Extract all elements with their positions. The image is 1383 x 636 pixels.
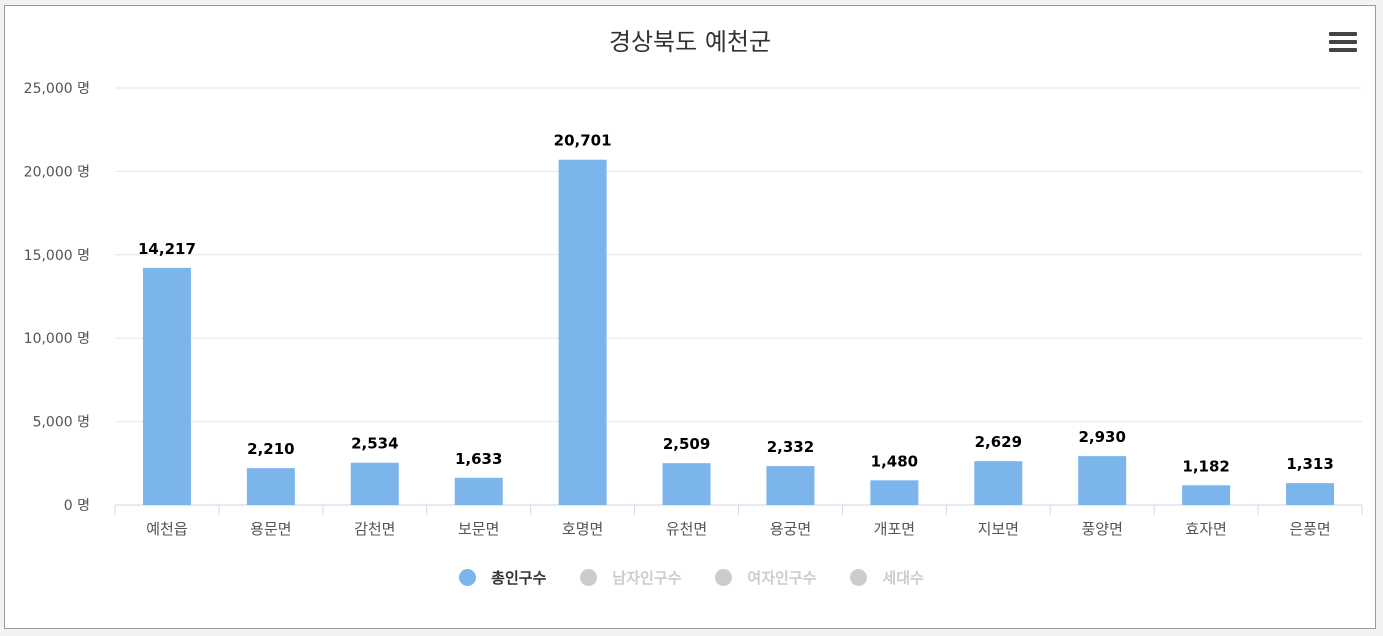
data-label: 2,210 xyxy=(247,440,294,458)
bar[interactable] xyxy=(246,468,295,505)
bar[interactable] xyxy=(1286,483,1335,505)
y-tick-label: 5,000 명 xyxy=(33,415,90,431)
data-label: 20,701 xyxy=(554,132,612,150)
x-tick-label: 호명면 xyxy=(562,520,603,538)
x-tick-label: 감천면 xyxy=(354,520,395,538)
x-tick-label: 풍양면 xyxy=(1082,520,1123,538)
x-tick-label: 용궁면 xyxy=(770,520,811,538)
legend-label: 총인구수 xyxy=(491,569,547,587)
data-label: 2,332 xyxy=(767,438,814,456)
bar[interactable] xyxy=(974,461,1023,505)
legend-label: 여자인구수 xyxy=(747,569,817,587)
y-tick-label: 10,000 명 xyxy=(24,331,90,347)
bar[interactable] xyxy=(1078,456,1127,505)
legend-label: 남자인구수 xyxy=(612,569,682,587)
data-label: 1,182 xyxy=(1182,457,1229,475)
data-label: 1,480 xyxy=(871,452,918,470)
hamburger-menu-icon[interactable] xyxy=(1329,32,1357,56)
bar[interactable] xyxy=(142,267,191,505)
legend-label: 세대수 xyxy=(882,569,924,587)
legend-marker-icon xyxy=(850,569,868,586)
legend-item[interactable]: 총인구수 xyxy=(459,567,546,588)
y-tick-label: 0 명 xyxy=(64,498,90,514)
x-tick-label: 개포면 xyxy=(874,520,915,538)
y-tick-label: 25,000 명 xyxy=(24,81,90,97)
data-label: 2,930 xyxy=(1078,428,1125,446)
legend-item[interactable]: 세대수 xyxy=(850,567,924,588)
legend-item[interactable]: 여자인구수 xyxy=(715,567,816,588)
bar[interactable] xyxy=(558,159,607,505)
data-label: 2,534 xyxy=(351,435,398,453)
x-tick-label: 효자면 xyxy=(1185,520,1226,538)
data-label: 2,509 xyxy=(663,435,710,453)
x-tick-label: 유천면 xyxy=(666,520,707,538)
x-tick-label: 용문면 xyxy=(250,520,291,538)
bar[interactable] xyxy=(350,462,399,505)
x-tick-label: 은풍면 xyxy=(1289,520,1330,538)
x-tick-label: 보문면 xyxy=(458,520,499,538)
bar[interactable] xyxy=(766,466,815,505)
x-tick-label: 지보면 xyxy=(978,520,1019,538)
bar[interactable] xyxy=(870,480,919,505)
bar[interactable] xyxy=(454,477,503,505)
chart-container: 경상북도 예천군 xyxy=(4,5,1376,629)
bar[interactable] xyxy=(1182,485,1231,505)
y-tick-label: 15,000 명 xyxy=(24,248,90,264)
chart-title: 경상북도 예천군 xyxy=(608,28,772,56)
legend-marker-icon xyxy=(580,569,598,586)
chart-legend: 총인구수 남자인구수 여자인구수 세대수 xyxy=(0,567,1383,588)
data-label: 1,313 xyxy=(1286,455,1333,473)
y-tick-label: 20,000 명 xyxy=(24,164,90,180)
bar[interactable] xyxy=(662,463,711,505)
x-tick-label: 예천읍 xyxy=(146,520,187,538)
legend-item[interactable]: 남자인구수 xyxy=(580,567,681,588)
data-label: 14,217 xyxy=(138,240,196,258)
legend-marker-icon xyxy=(715,569,733,586)
data-label: 1,633 xyxy=(455,450,502,468)
legend-marker-icon xyxy=(459,569,477,586)
data-label: 2,629 xyxy=(975,433,1022,451)
